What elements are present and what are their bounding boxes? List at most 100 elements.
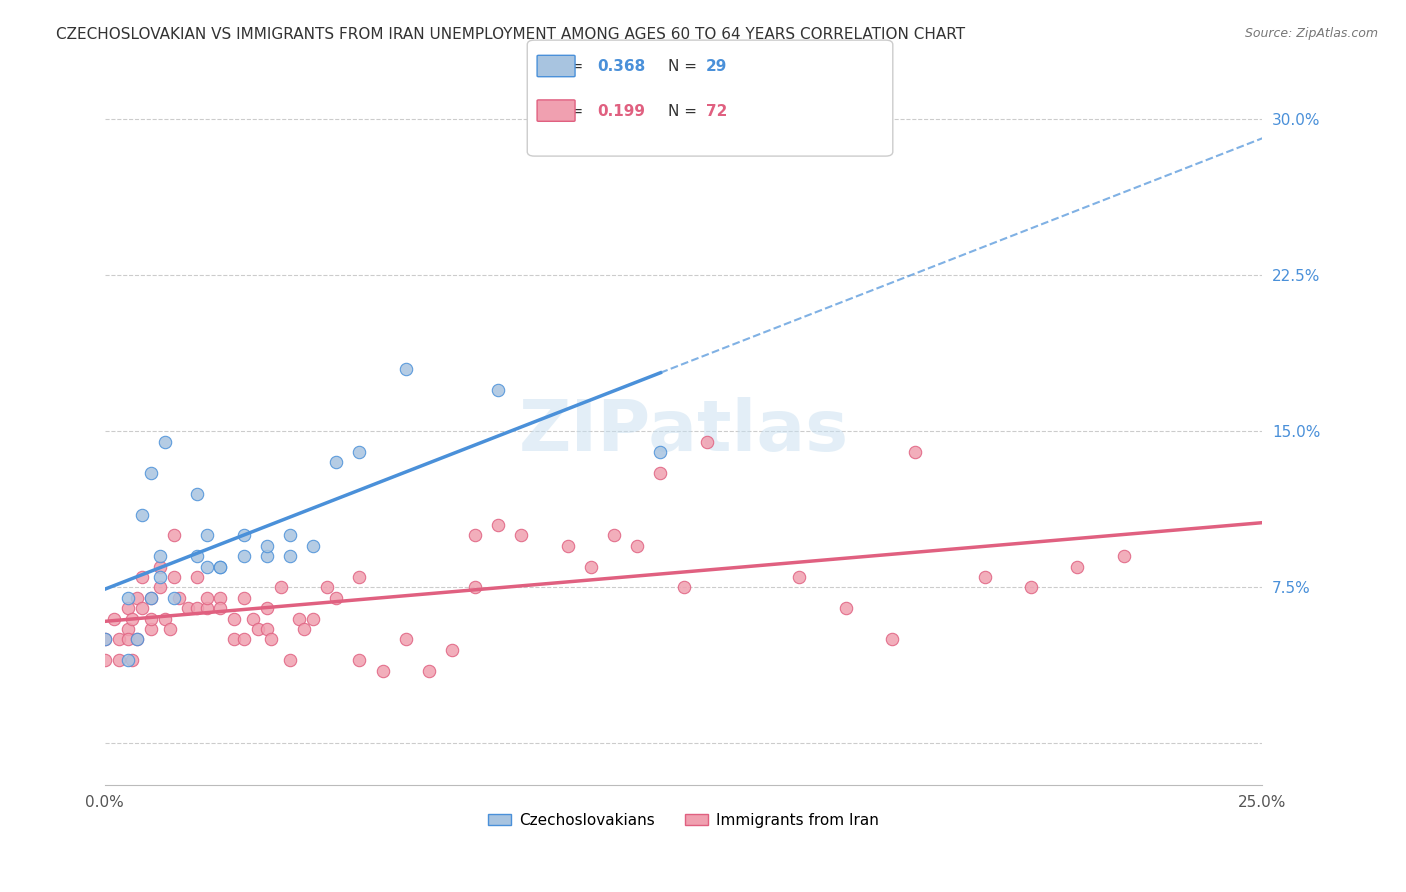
Text: ZIPatlas: ZIPatlas [519, 397, 849, 466]
Point [139, 591, 162, 605]
Point [186, 486, 208, 500]
Point [418, 664, 440, 678]
Point [139, 611, 162, 625]
Point [209, 559, 232, 574]
Point [650, 445, 672, 459]
Point [650, 466, 672, 480]
Point [163, 591, 186, 605]
Point [117, 653, 139, 667]
Point [93, 632, 115, 647]
Point [167, 591, 190, 605]
Point [117, 591, 139, 605]
Point [349, 445, 371, 459]
Point [557, 539, 579, 553]
Text: 72: 72 [706, 104, 727, 119]
Point [973, 570, 995, 584]
Text: 29: 29 [706, 60, 727, 74]
Point [256, 622, 278, 636]
Point [186, 549, 208, 563]
Point [224, 611, 246, 625]
Point [139, 622, 162, 636]
Point [107, 653, 129, 667]
Text: R =: R = [555, 104, 589, 119]
Point [93, 632, 115, 647]
Point [395, 632, 418, 647]
Point [149, 570, 172, 584]
Point [209, 591, 232, 605]
Point [486, 383, 509, 397]
Point [232, 591, 254, 605]
Point [270, 580, 292, 594]
Point [139, 591, 162, 605]
Point [195, 601, 218, 615]
Point [149, 549, 172, 563]
Point [131, 570, 153, 584]
Point [834, 601, 856, 615]
Point [371, 664, 394, 678]
Point [117, 622, 139, 636]
Text: N =: N = [668, 104, 702, 119]
Point [242, 611, 264, 625]
Point [195, 591, 218, 605]
Point [1019, 580, 1042, 594]
Point [256, 549, 278, 563]
Point [163, 570, 186, 584]
Text: Source: ZipAtlas.com: Source: ZipAtlas.com [1244, 27, 1378, 40]
Point [186, 570, 208, 584]
Point [316, 580, 339, 594]
Point [127, 591, 149, 605]
Point [464, 528, 486, 542]
Point [186, 601, 208, 615]
Point [195, 528, 218, 542]
Point [209, 559, 232, 574]
Point [103, 611, 125, 625]
Point [232, 528, 254, 542]
Point [325, 591, 347, 605]
Point [127, 632, 149, 647]
Point [579, 559, 602, 574]
Text: 0.368: 0.368 [598, 60, 645, 74]
Point [232, 549, 254, 563]
Point [121, 611, 143, 625]
Point [292, 622, 315, 636]
Point [880, 632, 903, 647]
Point [440, 642, 463, 657]
Point [672, 580, 695, 594]
Text: R =: R = [555, 60, 589, 74]
Point [256, 539, 278, 553]
Point [149, 559, 172, 574]
Point [1066, 559, 1088, 574]
Point [163, 528, 186, 542]
Point [904, 445, 927, 459]
Point [127, 632, 149, 647]
Point [349, 653, 371, 667]
Point [395, 361, 418, 376]
Point [121, 653, 143, 667]
Point [131, 508, 153, 522]
Point [278, 653, 301, 667]
Point [349, 570, 371, 584]
Point [117, 601, 139, 615]
Point [177, 601, 200, 615]
Point [278, 528, 301, 542]
Point [117, 632, 139, 647]
Point [464, 580, 486, 594]
Point [696, 434, 718, 449]
Point [325, 455, 347, 469]
Point [256, 601, 278, 615]
Point [139, 466, 162, 480]
Point [278, 549, 301, 563]
Text: CZECHOSLOVAKIAN VS IMMIGRANTS FROM IRAN UNEMPLOYMENT AMONG AGES 60 TO 64 YEARS C: CZECHOSLOVAKIAN VS IMMIGRANTS FROM IRAN … [56, 27, 966, 42]
Point [626, 539, 648, 553]
Point [153, 611, 176, 625]
Text: N =: N = [668, 60, 702, 74]
Point [159, 622, 181, 636]
Point [209, 601, 232, 615]
Point [107, 632, 129, 647]
Point [510, 528, 533, 542]
Legend: Czechoslovakians, Immigrants from Iran: Czechoslovakians, Immigrants from Iran [482, 807, 884, 834]
Point [153, 434, 176, 449]
Point [149, 580, 172, 594]
Text: 0.199: 0.199 [598, 104, 645, 119]
Point [260, 632, 283, 647]
